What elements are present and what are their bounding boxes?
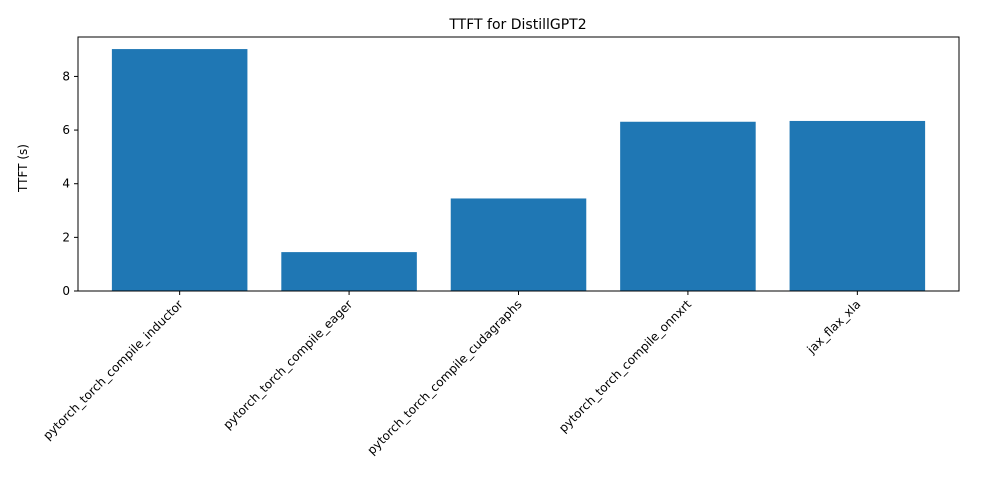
y-tick-label: 4	[62, 177, 70, 191]
plot-frame	[77, 36, 960, 292]
x-tick-label: pytorch_torch_compile_cudagraphs	[365, 297, 525, 457]
bar-jax_flax_xla	[789, 120, 926, 292]
bar-pytorch_torch_compile_inductor	[111, 49, 248, 291]
x-tick-label: pytorch_torch_compile_eager	[220, 297, 355, 432]
x-ticks-group: pytorch_torch_compile_inductor pytorch_to…	[40, 291, 863, 457]
y-axis-label: TTFT (s)	[16, 144, 30, 193]
bar-pytorch_torch_compile_onnxrt	[620, 121, 756, 291]
x-tick-label: pytorch_torch_compile_onnxrt	[556, 297, 694, 435]
y-tick-label: 2	[62, 230, 70, 244]
x-tick-label: jax_flax_xla	[804, 297, 864, 357]
bar-pytorch_torch_compile_cudagraphs	[450, 198, 587, 291]
bar-pytorch_torch_compile_eager	[281, 252, 417, 291]
x-tick-label: pytorch_torch_compile_inductor	[40, 297, 185, 442]
chart-title: TTFT for DistillGPT2	[448, 17, 586, 33]
y-tick-label: 8	[62, 69, 70, 83]
y-ticks-group: 0 2 4 6 8	[62, 69, 78, 298]
y-tick-label: 6	[62, 123, 70, 137]
bars-group	[111, 49, 926, 292]
y-tick-label: 0	[62, 284, 70, 298]
